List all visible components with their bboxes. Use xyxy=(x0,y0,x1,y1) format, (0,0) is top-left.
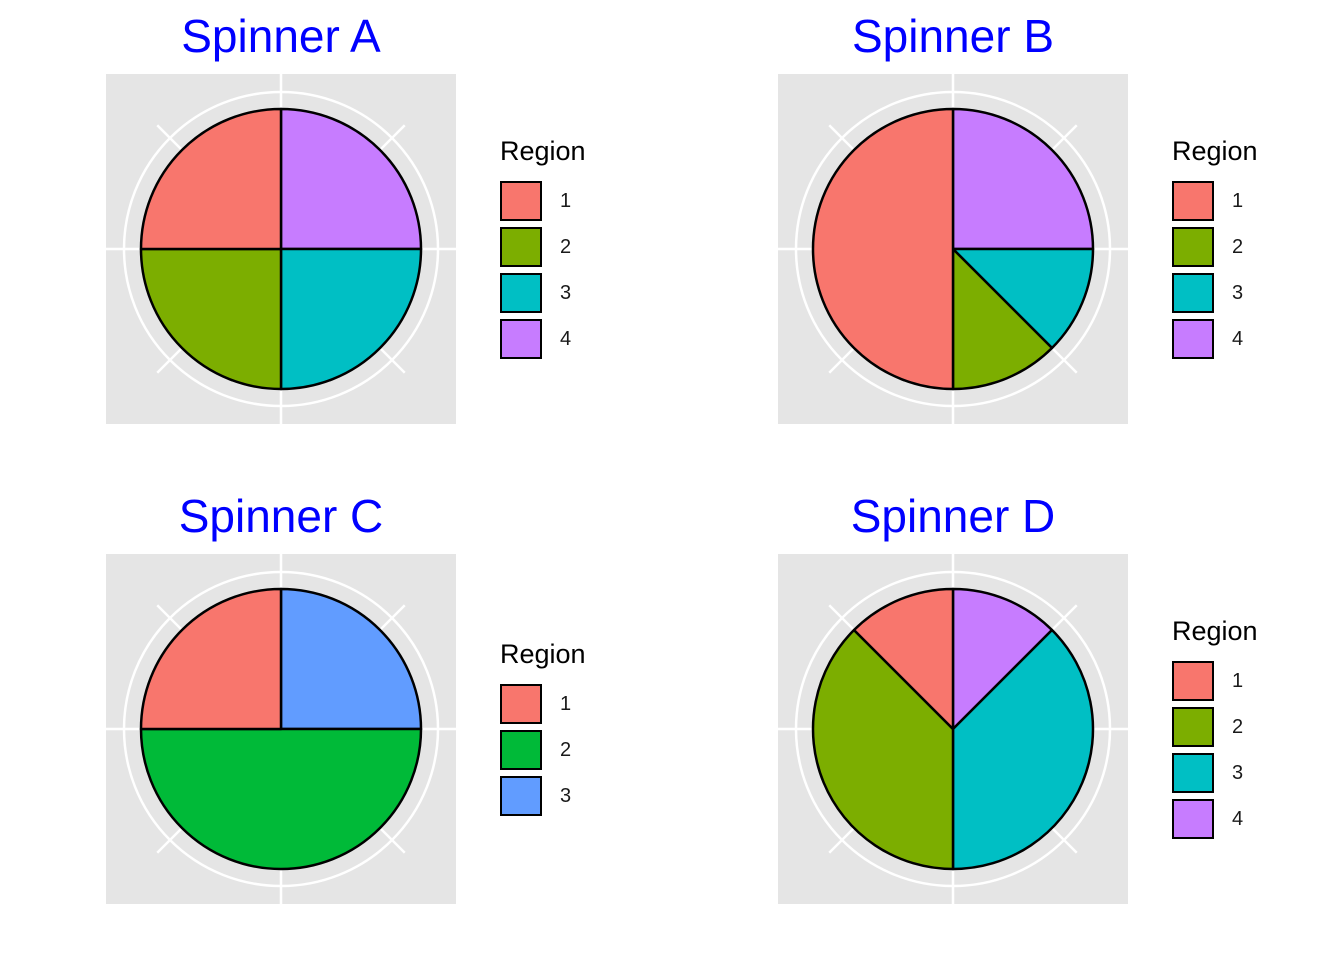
pie-slice-region-3 xyxy=(951,247,1095,350)
legend-key-swatch xyxy=(1172,753,1214,793)
legend-item: 1 xyxy=(500,681,586,727)
chart-title: Spinner D xyxy=(850,490,1056,542)
pie-slice-region-1 xyxy=(139,587,283,731)
legend-item: 4 xyxy=(1172,796,1258,842)
pie-slice-region-2 xyxy=(139,727,423,871)
spinner-panel-d: Spinner D Region 1 2 3 4 xyxy=(672,480,1344,960)
spinner-panel-c: Spinner C Region 1 2 3 xyxy=(0,480,672,960)
legend-item: 2 xyxy=(500,727,586,773)
pie-slice-region-1 xyxy=(852,587,955,731)
legend-label: 3 xyxy=(560,281,572,304)
chart-title: Spinner A xyxy=(181,10,381,62)
legend-key-swatch xyxy=(500,273,542,313)
legend-key-swatch xyxy=(1172,227,1214,267)
legend-item: 1 xyxy=(1172,178,1258,224)
pie-slice-region-2 xyxy=(951,247,1054,391)
pie-chart xyxy=(778,554,1128,904)
legend-label: 2 xyxy=(560,738,572,761)
legend-title: Region xyxy=(500,639,586,669)
pie-chart xyxy=(106,74,456,424)
legend-label: 1 xyxy=(1232,189,1244,212)
pie-slice-region-1 xyxy=(139,107,283,251)
legend-item: 4 xyxy=(1172,316,1258,362)
legend-item: 2 xyxy=(1172,704,1258,750)
legend-title: Region xyxy=(500,136,586,166)
legend-item: 1 xyxy=(1172,658,1258,704)
legend-label: 1 xyxy=(560,692,572,715)
legend-label: 4 xyxy=(1232,807,1244,830)
legend-label: 2 xyxy=(1232,715,1244,738)
legend-label: 1 xyxy=(1232,669,1244,692)
legend-key-swatch xyxy=(1172,181,1214,221)
legend-label: 4 xyxy=(1232,327,1244,350)
pie-slice-region-2 xyxy=(139,247,283,391)
spinner-panel-a: Spinner A Region 1 2 3 4 xyxy=(0,0,672,480)
legend-item: 3 xyxy=(1172,270,1258,316)
legend-title: Region xyxy=(1172,616,1258,646)
legend-item: 2 xyxy=(500,224,586,270)
pie-chart xyxy=(106,554,456,904)
chart-title: Spinner C xyxy=(178,490,384,542)
legend-key-swatch xyxy=(500,684,542,724)
legend-label: 3 xyxy=(560,784,572,807)
legend-label: 3 xyxy=(1232,281,1244,304)
pie-slice-region-2 xyxy=(811,628,955,871)
legend: Region 1 2 3 4 xyxy=(500,134,586,362)
pie-slice-region-4 xyxy=(951,107,1095,251)
pie-chart xyxy=(778,74,1128,424)
pie-slice-region-3 xyxy=(951,628,1095,871)
legend-key-swatch xyxy=(1172,319,1214,359)
spinner-panel-b: Spinner B Region 1 2 3 4 xyxy=(672,0,1344,480)
legend-key-swatch xyxy=(1172,799,1214,839)
legend-key-swatch xyxy=(500,776,542,816)
legend-item: 1 xyxy=(500,178,586,224)
legend-item: 2 xyxy=(1172,224,1258,270)
legend-key-swatch xyxy=(500,730,542,770)
chart-title: Spinner B xyxy=(851,10,1054,62)
legend-item: 3 xyxy=(500,773,586,819)
legend: Region 1 2 3 4 xyxy=(1172,614,1258,842)
legend-title: Region xyxy=(1172,136,1258,166)
legend-label: 2 xyxy=(1232,235,1244,258)
legend-item: 3 xyxy=(1172,750,1258,796)
legend-item: 3 xyxy=(500,270,586,316)
legend-key-swatch xyxy=(500,227,542,267)
legend-key-swatch xyxy=(500,181,542,221)
legend-key-swatch xyxy=(1172,707,1214,747)
legend-label: 3 xyxy=(1232,761,1244,784)
legend-key-swatch xyxy=(1172,661,1214,701)
legend-label: 2 xyxy=(560,235,572,258)
pie-slice-region-3 xyxy=(279,247,423,391)
pie-slice-region-1 xyxy=(811,107,955,391)
legend: Region 1 2 3 4 xyxy=(1172,134,1258,362)
legend-key-swatch xyxy=(1172,273,1214,313)
pie-slice-region-3 xyxy=(279,587,423,731)
legend-item: 4 xyxy=(500,316,586,362)
legend-label: 1 xyxy=(560,189,572,212)
legend: Region 1 2 3 xyxy=(500,637,586,819)
pie-slice-region-4 xyxy=(951,587,1054,731)
legend-key-swatch xyxy=(500,319,542,359)
legend-label: 4 xyxy=(560,327,572,350)
pie-slice-region-4 xyxy=(279,107,423,251)
